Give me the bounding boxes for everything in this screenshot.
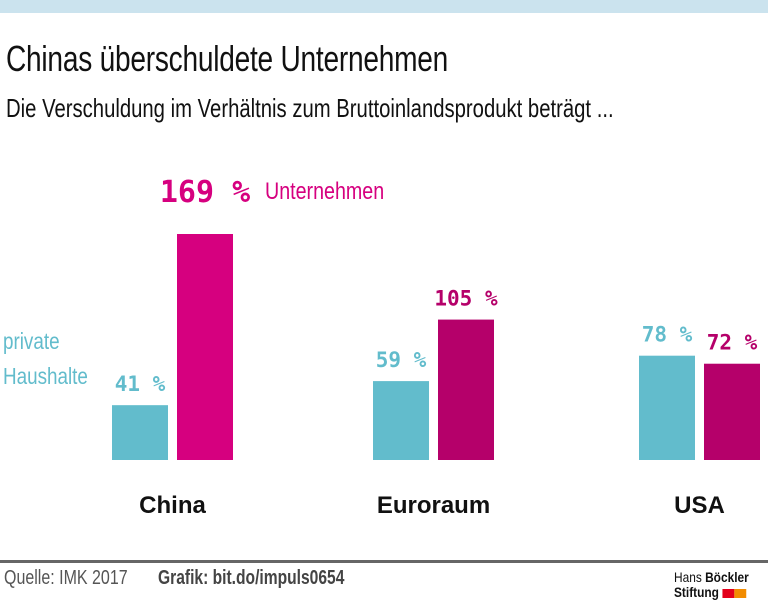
value-label-households-euroraum: 59 % xyxy=(376,348,427,372)
logo-red-square-icon xyxy=(722,588,735,598)
labels-group: China 41 % 169 % Euroraum 59 % 105 % USA 78 % 72… xyxy=(3,175,758,519)
value-label-households-china: 41 % xyxy=(115,372,166,396)
category-label-euroraum: Euroraum xyxy=(377,492,490,519)
source-note: Quelle: IMK 2017 xyxy=(4,567,128,589)
logo-text-bold: Böckler xyxy=(705,569,749,585)
category-label-china: China xyxy=(139,492,206,519)
footer-divider xyxy=(0,560,768,563)
chart-subtitle: Die Verschuldung im Verhältnis zum Brutt… xyxy=(6,93,614,123)
bars-group xyxy=(112,234,760,460)
category-label-usa: USA xyxy=(674,492,725,519)
logo-text-stiftung: Stiftung xyxy=(674,584,719,600)
bar-chart: China 41 % 169 % Euroraum 59 % 105 % USA 78 % 72… xyxy=(3,175,760,519)
legend-corporations: Unternehmen xyxy=(265,177,384,204)
legend-households-line1: private xyxy=(3,329,60,354)
value-label-corporations-usa: 72 % xyxy=(707,331,758,355)
top-accent-bar xyxy=(0,0,768,13)
bar-corporations-usa xyxy=(704,363,760,460)
value-label-corporations-euroraum: 105 % xyxy=(434,287,498,311)
bar-households-usa xyxy=(639,355,695,460)
bar-households-china xyxy=(112,405,168,460)
chart-title: Chinas überschuldete Unternehmen xyxy=(6,38,449,79)
bar-corporations-china xyxy=(177,234,233,460)
hans-boeckler-logo: Hans Böckler Stiftung xyxy=(674,570,766,600)
value-label-corporations-china: 169 % xyxy=(160,175,250,210)
legend-households-line2: Haushalte xyxy=(3,364,88,389)
graphic-credit-link[interactable]: Grafik: bit.do/impuls0654 xyxy=(158,567,345,589)
logo-orange-square-icon xyxy=(734,588,747,598)
bar-corporations-euroraum xyxy=(438,319,494,460)
bar-households-euroraum xyxy=(373,381,429,460)
logo-text-regular: Hans xyxy=(674,569,702,585)
value-label-households-usa: 78 % xyxy=(642,323,693,347)
